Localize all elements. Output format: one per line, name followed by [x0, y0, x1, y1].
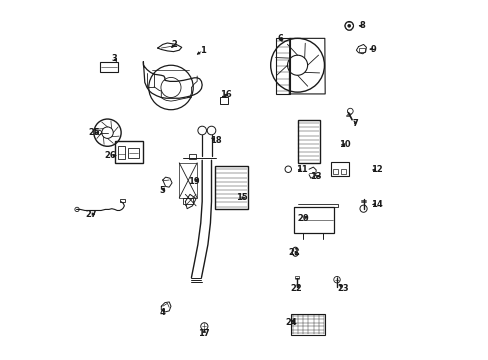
- Text: 17: 17: [198, 329, 210, 338]
- Bar: [128, 148, 139, 158]
- Text: 10: 10: [338, 140, 350, 149]
- Bar: [290, 314, 325, 335]
- Text: 7: 7: [352, 119, 358, 128]
- Text: 12: 12: [370, 166, 382, 175]
- Text: 2: 2: [171, 40, 177, 49]
- Text: 23: 23: [337, 284, 348, 293]
- Text: 26: 26: [104, 151, 116, 160]
- Text: 1: 1: [200, 46, 206, 55]
- Bar: [294, 276, 298, 278]
- Text: 6: 6: [277, 34, 283, 43]
- Text: 27: 27: [85, 210, 97, 219]
- Bar: [220, 97, 227, 104]
- Bar: [293, 207, 333, 233]
- Text: 25: 25: [88, 128, 100, 137]
- Bar: [189, 154, 195, 159]
- Text: 18: 18: [209, 136, 221, 145]
- Text: 24: 24: [285, 318, 296, 327]
- Text: 5: 5: [159, 186, 164, 195]
- Text: 8: 8: [359, 21, 365, 30]
- Bar: [340, 169, 346, 174]
- Text: 4: 4: [159, 308, 164, 317]
- Text: 22: 22: [290, 284, 302, 293]
- Text: 21: 21: [288, 248, 300, 257]
- Text: 13: 13: [310, 172, 322, 181]
- Text: 20: 20: [297, 214, 309, 223]
- Circle shape: [347, 24, 350, 27]
- Bar: [276, 39, 289, 94]
- Bar: [215, 166, 247, 210]
- Bar: [333, 169, 337, 174]
- Bar: [297, 121, 319, 163]
- Bar: [120, 199, 125, 202]
- Text: 9: 9: [370, 45, 376, 54]
- Text: 11: 11: [295, 166, 307, 175]
- Bar: [330, 162, 348, 176]
- Bar: [100, 62, 118, 72]
- Bar: [183, 198, 192, 204]
- Text: 19: 19: [188, 177, 200, 186]
- Bar: [359, 48, 364, 51]
- Bar: [115, 141, 143, 163]
- Text: 3: 3: [112, 54, 117, 63]
- Text: 16: 16: [220, 90, 231, 99]
- Text: 15: 15: [235, 193, 247, 202]
- Bar: [117, 145, 125, 159]
- Text: 14: 14: [370, 200, 382, 209]
